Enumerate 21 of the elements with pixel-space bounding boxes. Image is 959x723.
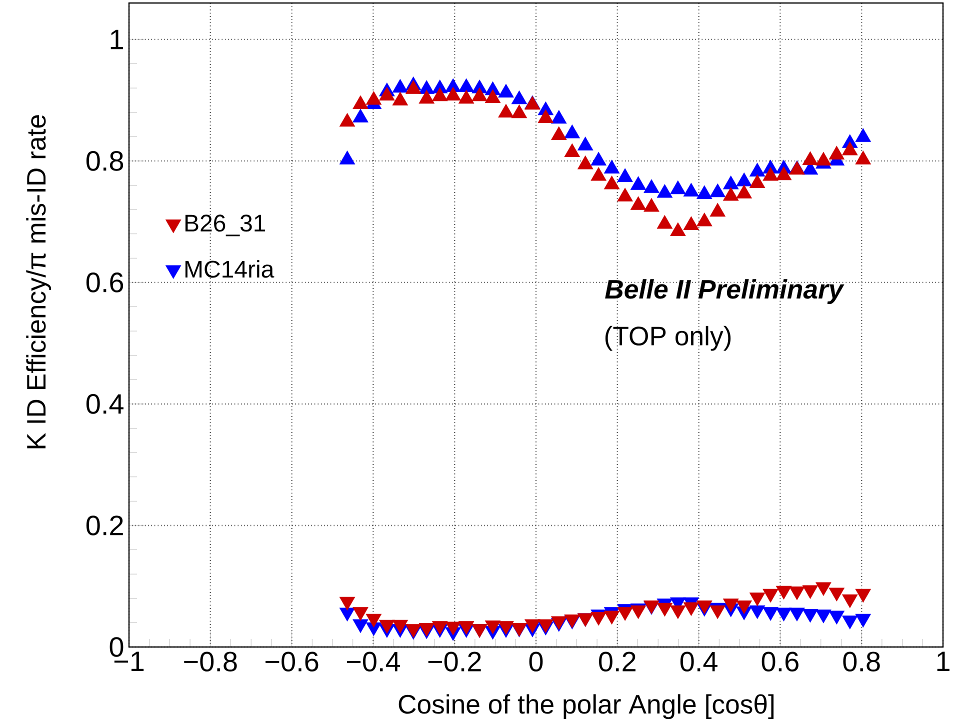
x-tick-label: −0.6	[266, 652, 318, 672]
x-tick-label: −0.8	[184, 652, 237, 672]
annotation: (TOP only)	[605, 326, 731, 351]
x-tick-label: 1	[937, 652, 950, 671]
y-tick-label: 1	[110, 30, 123, 50]
y-axis-title: K ID Efficiency/π mis-ID rate	[26, 115, 52, 448]
x-tick-label: 0.4	[680, 652, 718, 672]
x-tick-label: 0.8	[843, 652, 880, 672]
legend-label: B26_31	[185, 214, 266, 236]
x-tick-label: 0	[529, 652, 543, 672]
x-tick-label: 0.2	[599, 652, 636, 672]
y-tick-label: 0.2	[86, 516, 123, 536]
legend-label: MC14ria	[185, 260, 274, 278]
annotation: Belle II Preliminary	[605, 279, 844, 304]
x-axis-title: Cosine of the polar Angle [cosθ]	[398, 694, 774, 720]
x-tick-label: −0.4	[346, 652, 400, 672]
y-tick-label: 0.6	[86, 272, 124, 292]
y-tick-label: 0.4	[86, 394, 124, 414]
y-tick-label: 0.8	[86, 151, 124, 171]
x-tick-label: −0.2	[428, 652, 481, 672]
x-tick-label: 0.6	[762, 652, 798, 672]
